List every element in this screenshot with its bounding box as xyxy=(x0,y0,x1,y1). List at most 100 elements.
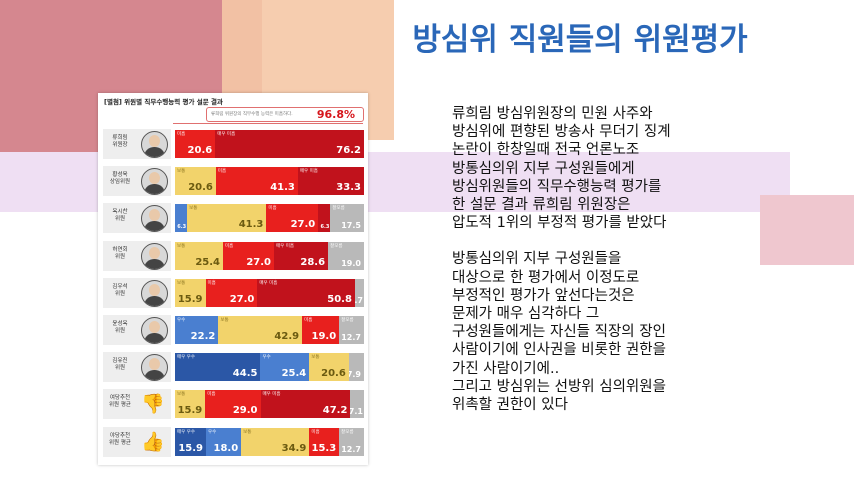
bar-segment: 보통 42.9 xyxy=(218,316,303,344)
text-line: 가진 사람이기에.. xyxy=(452,360,560,377)
decor-pink-block xyxy=(760,195,854,265)
chart-row: 옥시찬 위원 6.3 보통 41.3 미흡 27.0 6.3 잘모름 17.5 xyxy=(103,202,365,234)
segment-value: 25.4 xyxy=(195,256,220,268)
avatar xyxy=(141,242,168,270)
chart-row: 류희림 위원장 미흡 20.6 매우 미흡 76.2 xyxy=(103,128,365,160)
row-name: 황성욱 상임위원 xyxy=(109,172,131,186)
stacked-bar: 6.3 보통 41.3 미흡 27.0 6.3 잘모름 17.5 xyxy=(175,204,364,233)
bar-segment: 우수 25.4 xyxy=(260,353,310,382)
bar-segment: 미흡 41.3 xyxy=(215,167,298,196)
row-name: 여당추천 위원 평균 xyxy=(109,395,131,409)
segment-label: 미흡 xyxy=(268,206,277,212)
segment-value: 12.7 xyxy=(341,444,361,454)
segment-value: 20.6 xyxy=(321,368,346,380)
segment-label: 미흡 xyxy=(177,132,186,137)
stacked-bar: 미흡 20.6 매우 미흡 76.2 xyxy=(175,130,364,158)
segment-label: 보통 xyxy=(243,429,252,435)
survey-chart: [별첨] 위원별 직무수행능력 평가 설문 결과 류희림 위원장의 직무수행 능… xyxy=(98,93,368,465)
chart-header-box: 류희림 위원장의 직무수행 능력은 미흡하다. 96.8% xyxy=(206,107,364,122)
bar-segment: 보통 15.9 xyxy=(175,278,206,307)
bar-segment: 우수 18.0 xyxy=(206,427,242,456)
segment-label: 보통 xyxy=(189,206,198,212)
chart-header-line xyxy=(173,123,363,124)
segment-value: 4.7 xyxy=(354,295,363,305)
bar-segment: 매우 미흡 50.8 xyxy=(257,278,355,307)
row-name: 윤성옥 위원 xyxy=(112,321,128,334)
segment-value: 20.6 xyxy=(187,145,213,156)
bar-segment: 잘모름 17.5 xyxy=(330,204,364,233)
segment-value: 76.2 xyxy=(336,145,361,156)
segment-value: 44.5 xyxy=(232,368,258,380)
bar-segment: 보통 20.6 xyxy=(309,353,349,382)
segment-value: 29.0 xyxy=(232,405,258,417)
bar-segment: 잘모름 19.0 xyxy=(328,241,364,270)
text-line: 논란이 한창일때 전국 언론노조 xyxy=(452,142,640,159)
segment-label: 매우 우수 xyxy=(177,429,195,435)
text-line: 구성원들에게는 자신들 직장의 장인 xyxy=(452,324,666,341)
segment-label: 매우 미흡 xyxy=(262,392,281,398)
bar-segment: 7.9 xyxy=(348,353,364,382)
bar-segment: 미흡 29.0 xyxy=(205,390,261,419)
text-line: 문제가 매우 심각하다 그 xyxy=(452,306,600,323)
segment-label: 매우 미흡 xyxy=(299,169,318,175)
segment-label: 보통 xyxy=(311,355,320,361)
segment-label: 미흡 xyxy=(217,169,227,175)
row-name: 김우석 위원 xyxy=(112,283,128,297)
segment-label: 잘모름 xyxy=(332,206,345,212)
row-label-box: 김우석 위원 xyxy=(103,277,171,308)
bar-segment: 6.3 xyxy=(175,204,188,233)
row-label-box: 김유진 위원 xyxy=(103,352,171,383)
bar-segment: 미흡 27.0 xyxy=(223,241,275,270)
text-line: 방통심의위 지부 구성원들을 xyxy=(452,251,622,268)
segment-value: 15.9 xyxy=(178,442,204,454)
row-label-box: 류희림 위원장 xyxy=(103,129,171,159)
bar-segment: 잘모름 12.7 xyxy=(339,427,364,456)
chart-row: 여당추천 위원 평균 👎 보통 15.9 미흡 29.0 매우 미흡 47.2 7.1 xyxy=(103,388,365,420)
text-line: 방심위원들의 직무수행능력 평가를 xyxy=(452,178,662,195)
stacked-bar: 보통 25.4 미흡 27.0 매우 미흡 28.6 잘모름 19.0 xyxy=(175,241,364,270)
segment-value: 27.0 xyxy=(290,219,316,231)
segment-value: 20.6 xyxy=(188,182,213,194)
segment-label: 보통 xyxy=(177,392,186,398)
bar-segment: 6.3 xyxy=(318,204,331,233)
segment-label: 매우 미흡 xyxy=(217,132,236,137)
bar-segment: 매우 우수 15.9 xyxy=(175,427,207,456)
avatar xyxy=(141,317,168,344)
row-label-box: 야당추천 위원 평균 👍 xyxy=(103,426,171,457)
segment-value: 34.9 xyxy=(281,442,307,454)
bar-segment: 잘모름 12.7 xyxy=(339,316,364,344)
chart-header-note: 류희림 위원장의 직무수행 능력은 미흡하다. xyxy=(211,112,293,117)
stacked-bar: 보통 20.6 미흡 41.3 매우 미흡 33.3 xyxy=(175,167,364,196)
segment-value: 42.9 xyxy=(274,331,300,342)
text-line: 사람이기에 인사권을 비롯한 권한을 xyxy=(452,342,666,359)
bar-segment: 매우 우수 44.5 xyxy=(175,353,261,382)
segment-value: 27.0 xyxy=(229,293,255,305)
bar-segment: 매우 미흡 47.2 xyxy=(260,390,351,419)
text-line: 방심위에 편향된 방송사 무더기 징계 xyxy=(452,124,671,141)
segment-label: 우수 xyxy=(208,429,217,435)
segment-label: 미흡 xyxy=(207,280,216,286)
chart-header-value: 96.8% xyxy=(316,108,355,121)
segment-value: 7.9 xyxy=(348,370,361,380)
segment-value: 15.9 xyxy=(177,293,203,305)
thumbs-up-icon: 👍 xyxy=(141,430,165,453)
stacked-bar: 매우 우수 44.5 우수 25.4 보통 20.6 7.9 xyxy=(175,353,364,382)
segment-label: 미흡 xyxy=(311,429,320,435)
segment-value: 17.5 xyxy=(341,221,361,231)
chart-row: 윤성옥 위원 우수 22.2 보통 42.9 미흡 19.0 잘모름 12.7 xyxy=(103,314,365,346)
slide-title: 방심위 직원들의 위원평가 xyxy=(412,22,748,58)
bar-segment: 미흡 19.0 xyxy=(302,316,340,344)
row-label-box: 황성욱 상임위원 xyxy=(103,166,171,197)
segment-label: 매우 미흡 xyxy=(259,280,278,286)
row-name: 옥시찬 위원 xyxy=(112,209,128,223)
segment-label: 보통 xyxy=(177,280,186,286)
bar-segment: 보통 34.9 xyxy=(241,427,310,456)
chart-title: [별첨] 위원별 직무수행능력 평가 설문 결과 xyxy=(104,98,223,106)
stacked-bar: 매우 우수 15.9 우수 18.0 보통 34.9 미흡 15.3 잘모름 12.7 xyxy=(175,427,364,456)
row-name: 야당추천 위원 평균 xyxy=(109,432,131,446)
segment-value: 47.2 xyxy=(322,405,348,417)
segment-value: 12.7 xyxy=(341,333,361,342)
segment-label: 우수 xyxy=(177,318,186,323)
segment-value: 6.3 xyxy=(320,224,330,231)
body-text: 류희림 방심위원장의 민원 사주와 방심위에 편향된 방송사 무더기 징계 논란이 … xyxy=(452,105,772,414)
